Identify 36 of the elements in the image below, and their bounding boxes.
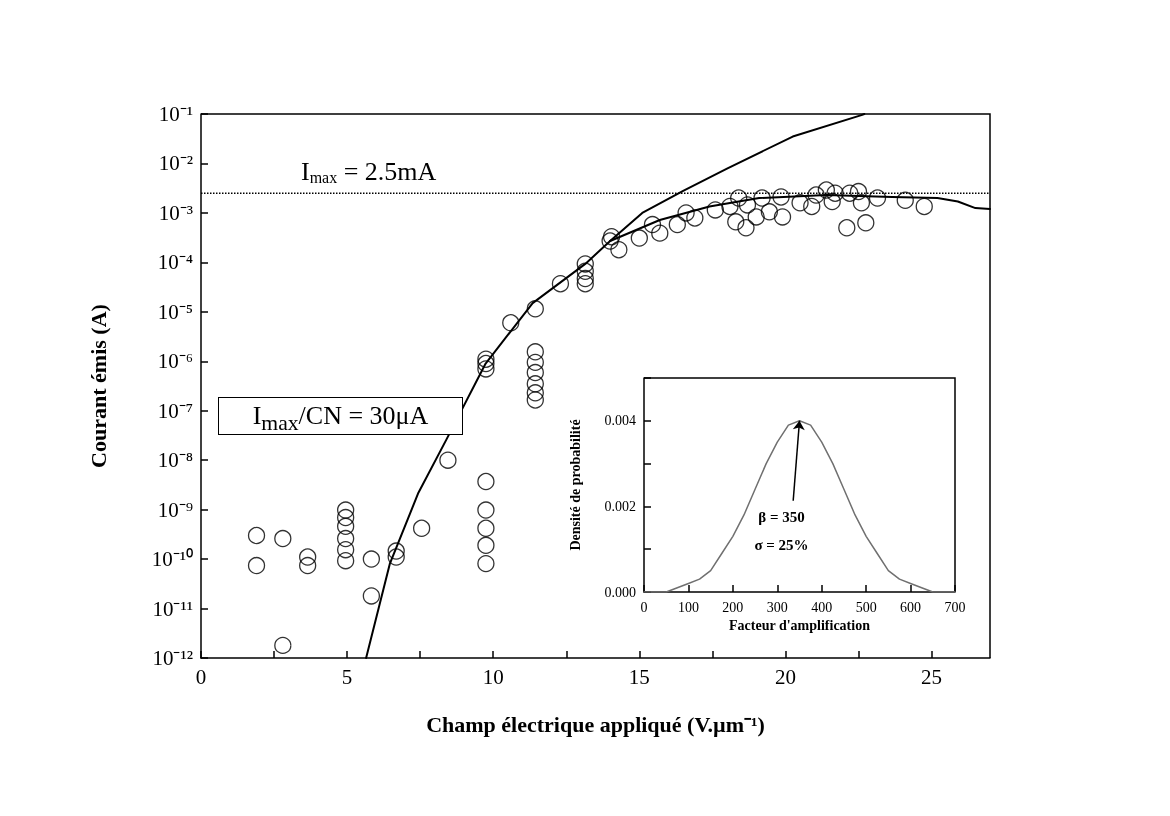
y-tick-label: 10⁻² (158, 151, 193, 176)
x-axis-title: Facteur d'amplification (729, 618, 871, 634)
x-tick-label: 400 (811, 599, 833, 615)
y-tick-label: 10⁻⁸ (157, 448, 193, 473)
y-tick-label: 10⁻¹¹ (152, 596, 193, 621)
y-tick-label: 10⁻¹² (152, 646, 193, 670)
x-tick-label: 300 (766, 599, 788, 615)
annotation: I$_{max}$/CN = 30μA (218, 397, 463, 436)
x-tick-label: 10 (482, 664, 504, 689)
y-tick-label: 10⁻¹⁰ (151, 547, 193, 572)
y-tick-label: 10⁻³ (158, 200, 193, 225)
x-tick-label: 25 (921, 664, 943, 689)
y-tick-label: 0.000 (604, 584, 636, 600)
annotation: β = 350 (757, 508, 806, 526)
y-tick-label: 10⁻⁶ (157, 349, 193, 374)
x-tick-label: 600 (900, 599, 922, 615)
y-tick-label: 10⁻¹ (158, 102, 193, 126)
x-tick-label: 0 (195, 664, 207, 689)
y-axis-title: Densité de probabilité (567, 419, 583, 551)
x-tick-label: 500 (855, 599, 877, 615)
y-axis-title: Courant émis (A) (85, 304, 111, 468)
x-tick-label: 0 (640, 599, 648, 615)
x-tick-label: 100 (677, 599, 699, 615)
y-tick-label: 0.004 (604, 413, 636, 429)
x-tick-label: 20 (774, 664, 796, 689)
annotation: σ = 25% (753, 536, 810, 554)
y-tick-label: 10⁻⁹ (157, 497, 193, 522)
y-tick-label: 10⁻⁵ (157, 299, 193, 324)
y-tick-label: 10⁻⁷ (157, 398, 193, 423)
y-tick-label: 0.002 (604, 498, 636, 514)
x-axis-title: Champ électrique appliqué (V.µm⁻¹) (426, 711, 765, 737)
x-tick-label: 5 (341, 664, 353, 689)
x-tick-label: 15 (628, 664, 650, 689)
x-tick-label: 200 (722, 599, 744, 615)
y-tick-label: 10⁻⁴ (157, 250, 193, 275)
x-tick-label: 700 (944, 599, 966, 615)
